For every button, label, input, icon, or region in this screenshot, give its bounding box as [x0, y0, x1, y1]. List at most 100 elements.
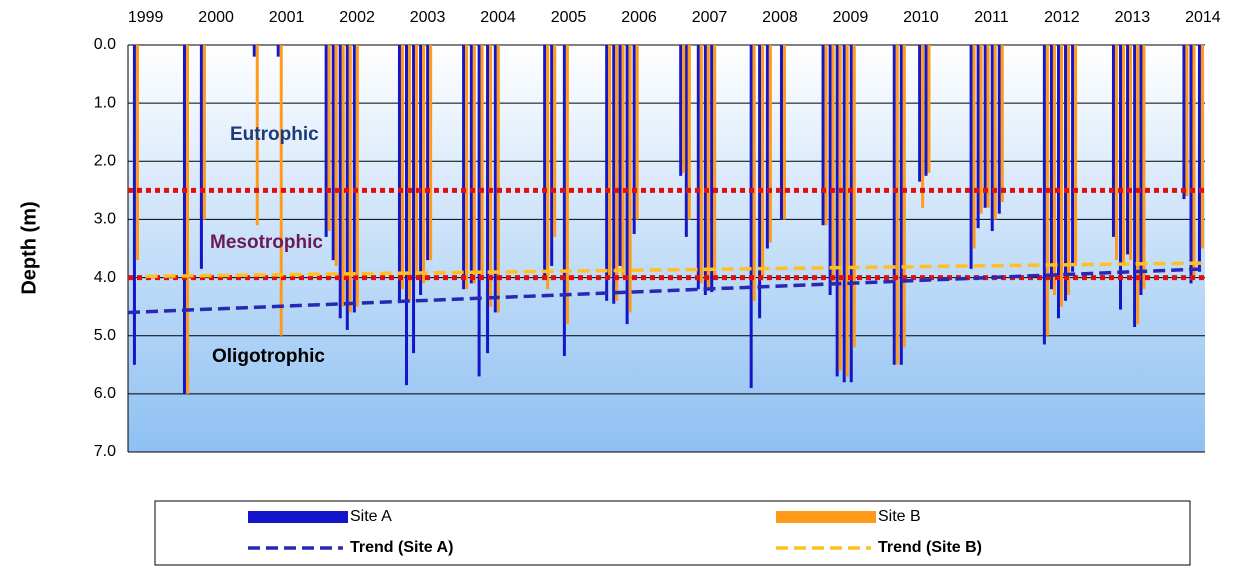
bar [921, 45, 925, 208]
legend-label: Trend (Site B) [878, 539, 982, 556]
bar [1182, 45, 1186, 200]
bar [845, 45, 849, 377]
bar [621, 45, 625, 278]
x-tick-label: 2002 [339, 9, 375, 26]
bar [472, 45, 476, 284]
bar [821, 45, 825, 226]
x-tick-label: 2009 [833, 9, 869, 26]
bar [331, 45, 335, 261]
legend-box [154, 500, 1191, 566]
bar [465, 45, 469, 290]
bar [983, 45, 987, 208]
bar [842, 45, 846, 383]
bar [1074, 45, 1078, 266]
zone-label: Oligotrophic [212, 346, 325, 367]
x-tick-label: 2012 [1044, 9, 1080, 26]
bar [324, 45, 328, 237]
bar [415, 45, 419, 278]
bar [1059, 45, 1063, 307]
bar [1136, 45, 1140, 325]
bar [1139, 45, 1143, 296]
x-tick-label: 2005 [551, 9, 587, 26]
bar [400, 45, 404, 290]
bar [765, 45, 769, 249]
bar [979, 45, 983, 214]
y-tick-label: 6.0 [94, 385, 116, 402]
bar [352, 45, 356, 313]
bar [252, 45, 256, 57]
bar [779, 45, 783, 220]
bar [408, 45, 412, 301]
bar [1129, 45, 1133, 261]
bar [902, 45, 906, 348]
bar [1114, 45, 1118, 261]
x-tick-label: 2003 [410, 9, 446, 26]
legend-swatch [776, 511, 876, 523]
bar [924, 45, 928, 176]
x-tick-label: 2006 [621, 9, 657, 26]
y-tick-label: 3.0 [94, 211, 116, 228]
y-axis-label: Depth (m) [18, 201, 40, 294]
bar [749, 45, 753, 389]
x-tick-label: 2008 [762, 9, 798, 26]
bar [199, 45, 203, 269]
bar [635, 45, 639, 220]
bar [1000, 45, 1004, 202]
x-tick-label: 2010 [903, 9, 939, 26]
y-tick-label: 2.0 [94, 153, 116, 170]
bar [618, 45, 622, 266]
bar [696, 45, 700, 290]
x-tick-label: 2013 [1115, 9, 1151, 26]
bar [713, 45, 717, 278]
x-tick-label: 2014 [1185, 9, 1221, 26]
bar [480, 45, 484, 278]
bar [1111, 45, 1115, 237]
y-tick-label: 4.0 [94, 269, 116, 286]
bar [605, 45, 609, 301]
bar [976, 45, 980, 229]
bar [132, 45, 136, 365]
bar [550, 45, 554, 266]
legend-label: Site A [350, 508, 392, 525]
bar [828, 45, 832, 296]
bar [768, 45, 772, 243]
bar [477, 45, 481, 377]
x-tick-label: 2011 [974, 9, 1009, 26]
bar [986, 45, 990, 208]
bar [419, 45, 423, 296]
bar [684, 45, 688, 237]
legend-swatch [248, 511, 348, 523]
bar [496, 45, 500, 313]
bar [993, 45, 997, 220]
bar [543, 45, 547, 278]
trend-line [145, 261, 1206, 279]
bar [608, 45, 612, 278]
bar [553, 45, 557, 237]
bar [341, 45, 345, 307]
bar [565, 45, 569, 325]
x-tick-label: 2004 [480, 9, 516, 26]
bar [1042, 45, 1046, 345]
bar [202, 45, 206, 220]
bar [276, 45, 280, 57]
bar [782, 45, 786, 220]
bar [679, 45, 683, 176]
bar [338, 45, 342, 319]
bar [831, 45, 835, 284]
bar [1200, 45, 1204, 249]
zone-label: Eutrophic [230, 124, 319, 145]
x-tick-label: 1999 [128, 9, 164, 26]
bar [429, 45, 433, 261]
bar [852, 45, 856, 348]
y-tick-label: 5.0 [94, 327, 116, 344]
bar [628, 45, 632, 313]
bar [489, 45, 493, 307]
bar [412, 45, 416, 354]
bar [546, 45, 550, 290]
bar [1056, 45, 1060, 319]
plot-area [128, 45, 1205, 452]
bar [1122, 45, 1126, 266]
bar [1052, 45, 1056, 296]
bar [182, 45, 186, 394]
